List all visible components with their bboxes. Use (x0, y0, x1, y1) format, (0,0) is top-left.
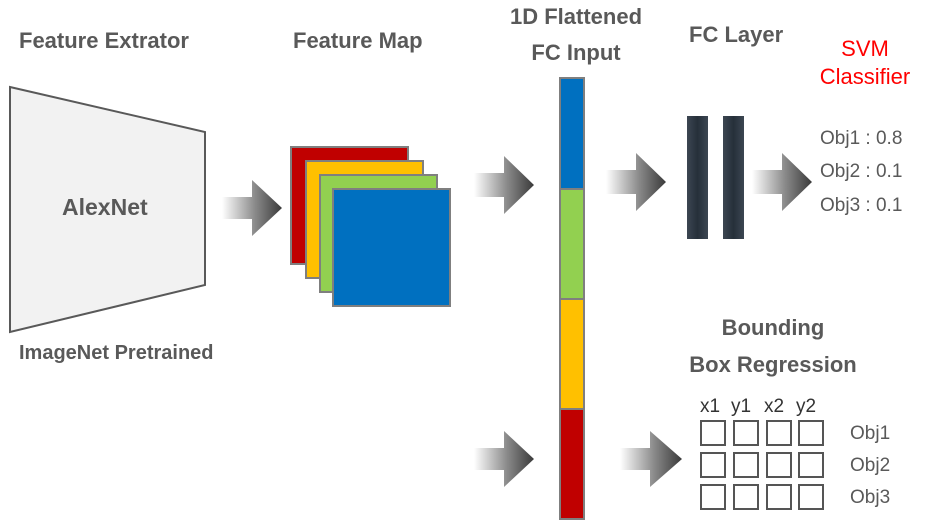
bbox-col-y2: y2 (796, 396, 817, 417)
fc-bar-right (723, 116, 744, 239)
alexnet-label: AlexNet (62, 194, 148, 220)
alexnet-block (9, 85, 206, 334)
vector-green (559, 188, 585, 300)
fc-bar-left (687, 116, 708, 239)
bbox-cell (798, 484, 824, 510)
arrow-vector-to-fc (606, 153, 666, 211)
arrow-map-to-vector-bottom (474, 431, 534, 487)
svm-title-line1: SVM (841, 36, 889, 61)
bbox-cell (766, 484, 792, 510)
svm-output-2: Obj2 : 0.1 (820, 161, 903, 182)
arrow-extractor-to-map (222, 180, 282, 236)
arrow-vector-to-bbox (620, 431, 682, 487)
bbox-cell (700, 452, 726, 478)
bbox-row-obj1: Obj1 (850, 423, 891, 444)
flattened-title-line1: 1D Flattened (509, 4, 643, 29)
vector-orange (559, 298, 585, 410)
svm-output-1: Obj1 : 0.8 (820, 128, 903, 149)
bbox-col-y1: y1 (731, 396, 752, 417)
imagenet-label: ImageNet Pretrained (19, 342, 214, 364)
arrow-map-to-vector-top (474, 156, 534, 214)
bbox-cell (733, 484, 759, 510)
fc-layer-title: FC Layer (689, 22, 784, 47)
bbox-title-line1: Bounding (721, 315, 825, 340)
bbox-col-x2: x2 (764, 396, 785, 417)
vector-blue (559, 77, 585, 190)
vector-red (559, 408, 585, 520)
feature-map-blue (332, 188, 451, 307)
bbox-cell (700, 484, 726, 510)
bbox-row-obj3: Obj3 (850, 487, 891, 508)
bbox-cell (733, 452, 759, 478)
svm-title-line2: Classifier (819, 64, 911, 89)
flattened-title-line2: FC Input (531, 40, 621, 65)
feature-extractor-title: Feature Extrator (19, 28, 189, 53)
bbox-cell (766, 452, 792, 478)
bbox-cell (798, 452, 824, 478)
bbox-cell (700, 420, 726, 446)
bbox-cell (733, 420, 759, 446)
bbox-cell (766, 420, 792, 446)
svm-output-3: Obj3 : 0.1 (820, 195, 903, 216)
feature-map-title: Feature Map (293, 28, 423, 53)
arrow-fc-to-svm (752, 153, 812, 211)
bbox-cell (798, 420, 824, 446)
bbox-row-obj2: Obj2 (850, 455, 891, 476)
bbox-title-line2: Box Regression (689, 352, 857, 377)
bbox-col-x1: x1 (700, 396, 721, 417)
